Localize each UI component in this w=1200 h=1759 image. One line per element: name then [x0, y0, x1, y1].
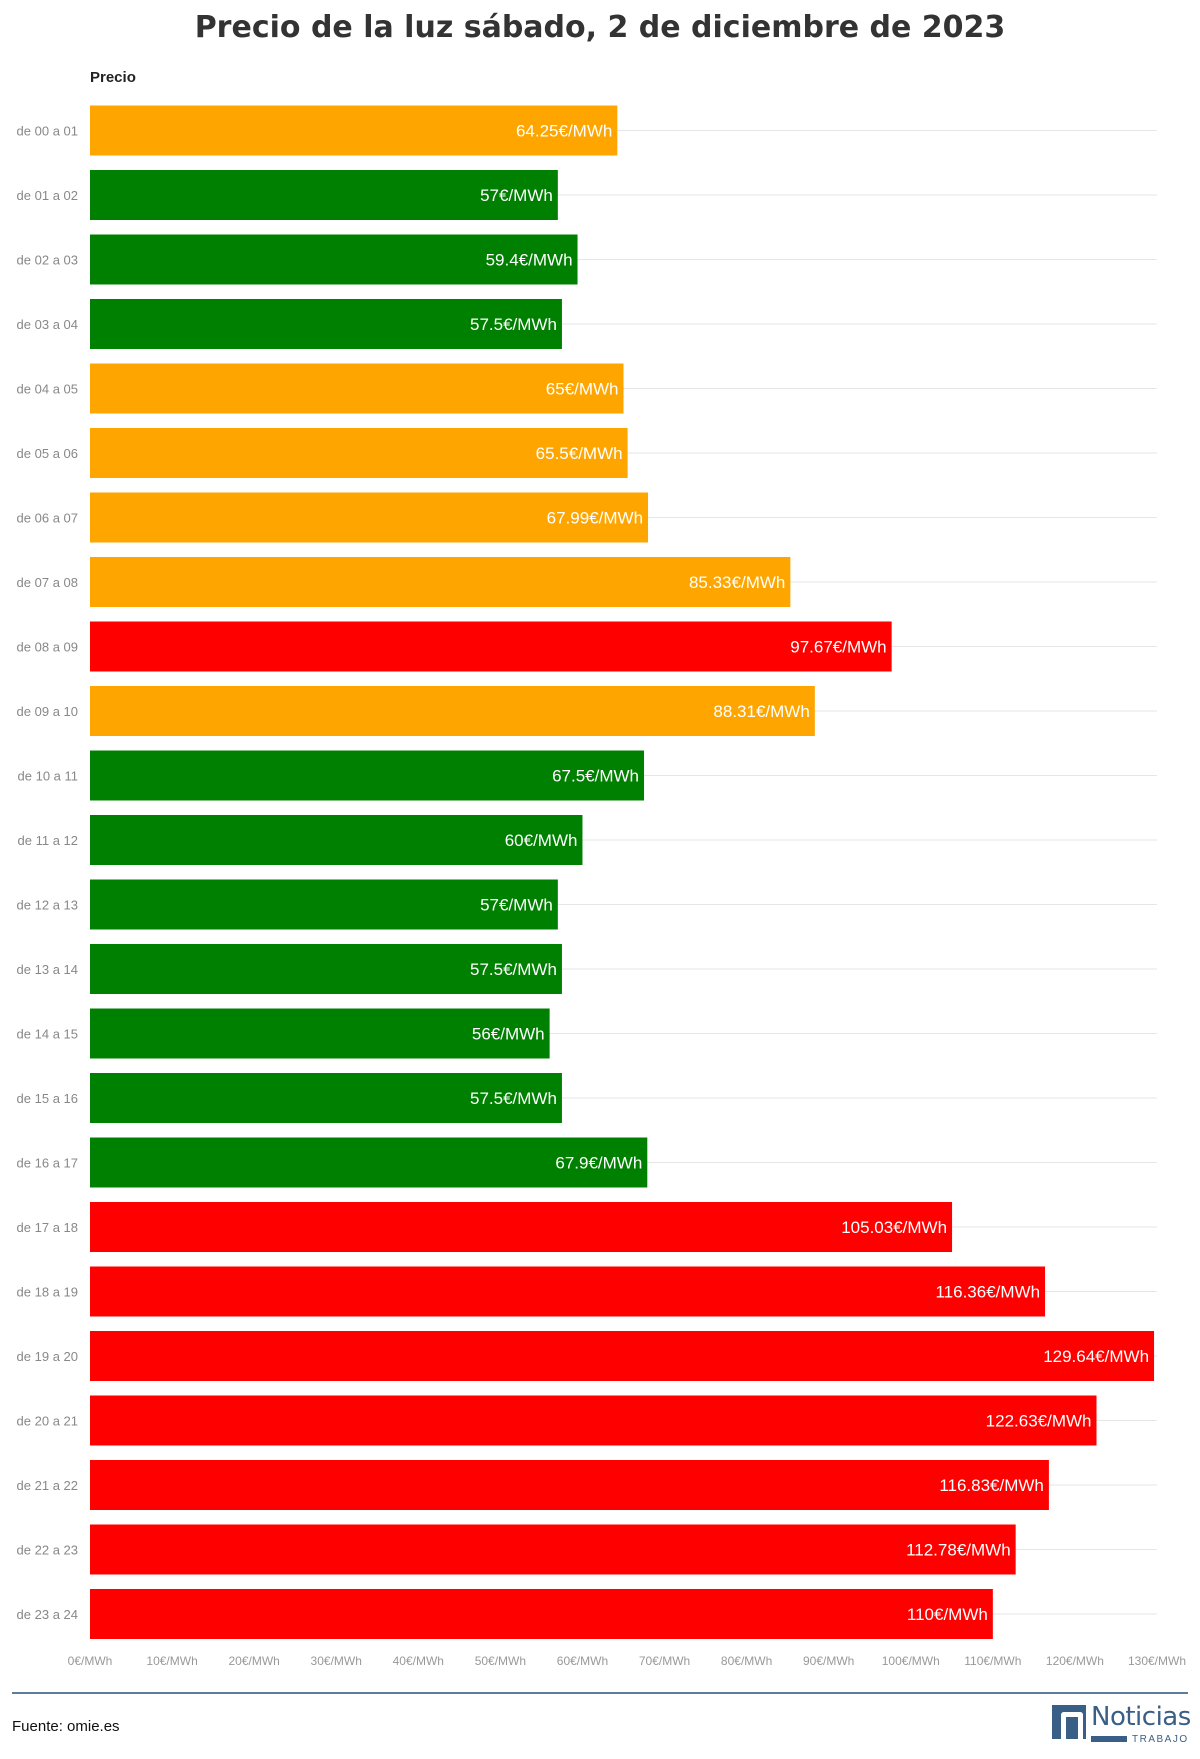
bar-20[interactable]	[90, 1395, 1097, 1446]
x-tick-label: 40€/MWh	[393, 1654, 444, 1668]
x-tick-label: 80€/MWh	[721, 1654, 772, 1668]
value-label: 65.5€/MWh	[536, 444, 623, 463]
bar-9[interactable]	[90, 686, 815, 736]
category-label: de 05 a 06	[17, 446, 78, 461]
x-tick-label: 50€/MWh	[475, 1654, 526, 1668]
bar-2[interactable]	[90, 234, 578, 285]
bar-0[interactable]	[90, 105, 618, 156]
bar-8[interactable]	[90, 621, 892, 672]
category-label: de 16 a 17	[17, 1156, 78, 1171]
bar-6[interactable]	[90, 492, 649, 543]
bar-3[interactable]	[90, 299, 562, 349]
value-label: 67.9€/MWh	[555, 1154, 642, 1173]
value-label: 116.36€/MWh	[935, 1283, 1040, 1302]
value-label: 64.25€/MWh	[516, 122, 612, 141]
bar-23[interactable]	[90, 1589, 993, 1639]
value-label: 85.33€/MWh	[689, 573, 785, 592]
category-label: de 06 a 07	[17, 511, 78, 526]
category-label: de 13 a 14	[17, 962, 78, 977]
category-label: de 23 a 24	[17, 1607, 78, 1622]
bar-11[interactable]	[90, 815, 583, 865]
category-label: de 02 a 03	[17, 253, 78, 268]
x-tick-label: 120€/MWh	[1046, 1654, 1104, 1668]
noticias-trabajo-logo[interactable]: Noticias TRABAJO	[1052, 1702, 1191, 1747]
x-tick-label: 0€/MWh	[68, 1654, 113, 1668]
value-label: 97.67€/MWh	[790, 638, 886, 657]
bar-12[interactable]	[90, 879, 558, 930]
logo-n-icon	[1052, 1705, 1086, 1744]
bar-19[interactable]	[90, 1331, 1155, 1381]
bar-13[interactable]	[90, 944, 562, 994]
value-label: 112.78€/MWh	[906, 1541, 1011, 1560]
series-label: Precio	[90, 69, 136, 86]
x-tick-label: 20€/MWh	[228, 1654, 279, 1668]
category-label: de 01 a 02	[17, 188, 78, 203]
category-label: de 17 a 18	[17, 1220, 78, 1235]
value-label: 57.5€/MWh	[470, 960, 557, 979]
category-label: de 04 a 05	[17, 382, 78, 397]
value-label: 56€/MWh	[472, 1025, 545, 1044]
x-tick-label: 130€/MWh	[1128, 1654, 1186, 1668]
value-label: 57.5€/MWh	[470, 1089, 557, 1108]
category-label: de 07 a 08	[17, 575, 78, 590]
source-note: Fuente: omie.es	[12, 1718, 120, 1735]
value-label: 67.5€/MWh	[552, 767, 639, 786]
bar-21[interactable]	[90, 1460, 1049, 1510]
value-label: 129.64€/MWh	[1043, 1347, 1149, 1366]
value-label: 57€/MWh	[480, 186, 553, 205]
logo-bar	[1091, 1736, 1127, 1742]
value-label: 59.4€/MWh	[486, 251, 573, 270]
category-label: de 19 a 20	[17, 1349, 78, 1364]
value-label: 88.31€/MWh	[713, 702, 809, 721]
bar-14[interactable]	[90, 1008, 550, 1059]
category-label: de 00 a 01	[17, 124, 78, 139]
value-label: 122.63€/MWh	[986, 1412, 1092, 1431]
chart-title: Precio de la luz sábado, 2 de diciembre …	[194, 10, 1006, 45]
category-label: de 09 a 10	[17, 704, 78, 719]
x-tick-label: 60€/MWh	[557, 1654, 608, 1668]
value-label: 60€/MWh	[505, 831, 578, 850]
category-label: de 11 a 12	[18, 833, 78, 848]
footer-divider	[12, 1692, 1188, 1694]
category-label: de 22 a 23	[17, 1543, 78, 1558]
bar-17[interactable]	[90, 1202, 953, 1252]
category-label: de 15 a 16	[17, 1091, 78, 1106]
bar-chart: Precio 64.25€/MWh de 00 a 01 57€/MWh de 01 a…	[17, 69, 1186, 1668]
category-label: de 10 a 11	[18, 769, 78, 784]
logo-tagline: TRABAJO	[1132, 1734, 1189, 1745]
bar-5[interactable]	[90, 428, 628, 478]
bar-7[interactable]	[90, 557, 791, 607]
bar-18[interactable]	[90, 1266, 1046, 1317]
value-label: 110€/MWh	[907, 1605, 988, 1624]
category-label: de 03 a 04	[17, 317, 78, 332]
logo-wordmark: Noticias	[1091, 1702, 1191, 1732]
bar-15[interactable]	[90, 1073, 562, 1123]
bar-1[interactable]	[90, 170, 558, 220]
bar-10[interactable]	[90, 750, 645, 801]
value-label: 65€/MWh	[546, 380, 619, 399]
category-label: de 08 a 09	[17, 640, 78, 655]
value-label: 57€/MWh	[480, 896, 553, 915]
category-label: de 14 a 15	[17, 1027, 78, 1042]
value-label: 116.83€/MWh	[939, 1476, 1044, 1495]
bar-22[interactable]	[90, 1524, 1016, 1575]
value-label: 57.5€/MWh	[470, 315, 557, 334]
x-tick-label: 30€/MWh	[311, 1654, 362, 1668]
bar-4[interactable]	[90, 363, 624, 414]
x-tick-label: 10€/MWh	[146, 1654, 197, 1668]
category-label: de 20 a 21	[17, 1414, 78, 1429]
value-label: 105.03€/MWh	[841, 1218, 947, 1237]
x-tick-label: 90€/MWh	[803, 1654, 854, 1668]
category-label: de 18 a 19	[17, 1285, 78, 1300]
x-tick-label: 100€/MWh	[882, 1654, 940, 1668]
bar-16[interactable]	[90, 1137, 648, 1188]
category-label: de 12 a 13	[17, 898, 78, 913]
x-tick-label: 110€/MWh	[964, 1654, 1021, 1668]
value-label: 67.99€/MWh	[547, 509, 643, 528]
x-tick-label: 70€/MWh	[639, 1654, 690, 1668]
category-label: de 21 a 22	[17, 1478, 78, 1493]
